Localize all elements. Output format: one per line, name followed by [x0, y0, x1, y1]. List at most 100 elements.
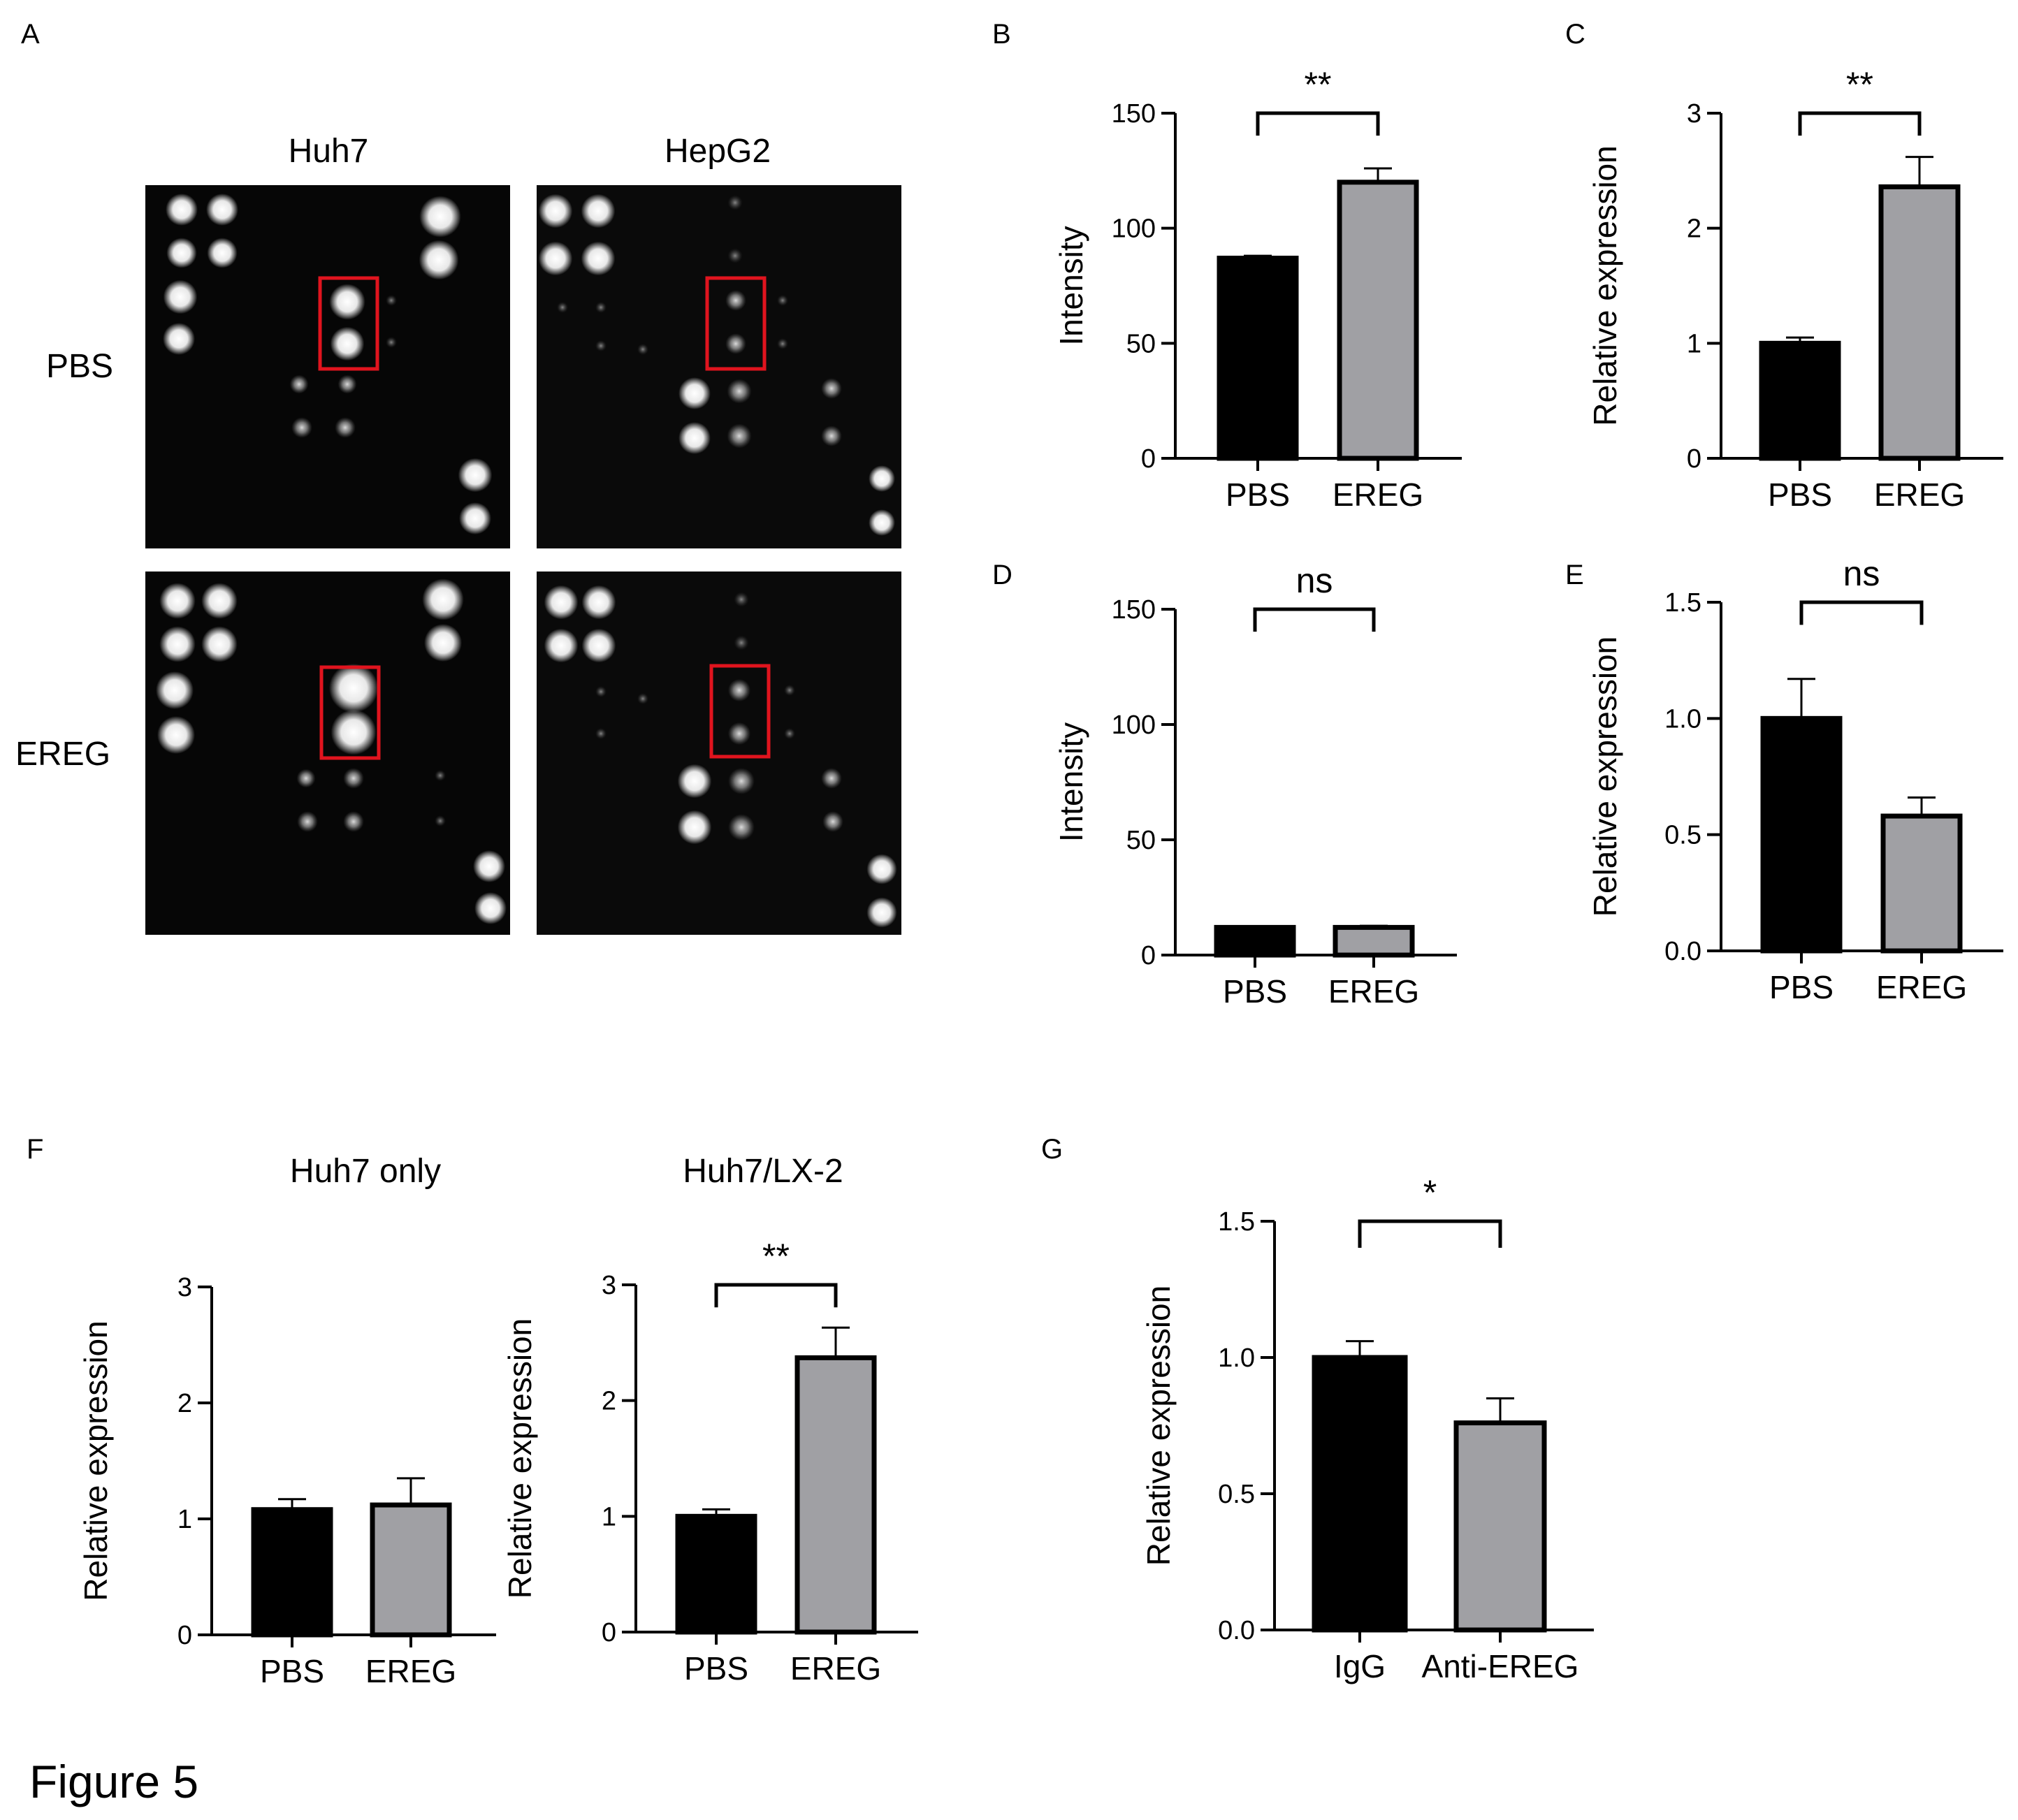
x-category-label: Anti-EREG: [1422, 1648, 1579, 1684]
significance-bracket: [1799, 600, 1924, 625]
bar-ereg: [1333, 924, 1415, 958]
bar-anti-ereg: [1453, 1420, 1547, 1633]
blot-spot: [734, 635, 749, 650]
blot-spot: [776, 337, 789, 350]
blot-spot: [869, 465, 895, 492]
blot-spot: [677, 810, 712, 845]
blot-highlight-box-hepg2-pbs: [705, 276, 767, 371]
y-tick-label: 1.0: [1218, 1344, 1255, 1373]
bar-pbs: [1759, 340, 1841, 461]
y-tick-label: 3: [602, 1271, 616, 1300]
significance-bracket: [714, 1283, 838, 1308]
chart-title: Huh7/LX-2: [683, 1153, 843, 1190]
blot-spot: [166, 194, 198, 226]
blot-spot: [434, 769, 447, 782]
y-tick-label: 0: [1141, 941, 1156, 970]
blot-highlight-box-huh7-pbs: [318, 276, 379, 371]
blot-row-label-pbs: PBS: [46, 348, 113, 385]
y-tick-label: 2: [602, 1387, 616, 1416]
blot-spot: [337, 374, 357, 394]
blot-spot: [677, 764, 712, 799]
y-axis-label: Intensity: [1053, 226, 1089, 345]
bar-pbs: [1217, 255, 1299, 461]
panel-label-d: D: [992, 560, 1012, 590]
blot-spot: [385, 336, 398, 349]
panel-label-f: F: [27, 1134, 43, 1165]
y-tick-label: 0.0: [1664, 937, 1701, 966]
x-category-label: PBS: [1769, 969, 1834, 1005]
blot-spot: [331, 709, 377, 755]
blot-spot: [166, 238, 197, 268]
blot-spot: [869, 509, 895, 536]
blot-spot: [822, 811, 843, 832]
y-tick-label: 0: [177, 1621, 192, 1650]
chart-c: 0 1 2 3 Relative expression PBS EREG **: [1587, 65, 2003, 513]
blot-spot: [727, 423, 752, 449]
blot-spot: [385, 294, 398, 307]
bar-igg: [1312, 1355, 1408, 1633]
chart-g: 0.0 0.5 1.0 1.5 Relative expression IgG Anti-E…: [1140, 1173, 1594, 1684]
blot-spot: [343, 768, 364, 789]
blot-spot: [424, 624, 462, 662]
y-tick-label: 0: [602, 1618, 616, 1647]
blot-spot: [328, 663, 379, 713]
blot-spot: [207, 238, 238, 268]
bar-pbs: [675, 1513, 757, 1635]
bar-ereg: [1880, 813, 1963, 954]
y-tick-label: 1.0: [1664, 704, 1701, 734]
panel-label-c: C: [1565, 19, 1585, 50]
blot-highlight-box-hepg2-ereg: [709, 664, 771, 759]
blot-spot: [343, 811, 364, 832]
chart-f2: Huh7/LX-2 0 1 2 3 Relative expression PBS EREG *…: [502, 1153, 918, 1687]
chart-title: Huh7 only: [290, 1153, 441, 1190]
blot-spot: [734, 592, 749, 607]
blot-spot: [419, 196, 461, 238]
y-tick-label: 3: [1687, 99, 1701, 129]
blot-spot: [595, 685, 607, 698]
blot-spot: [556, 301, 569, 314]
blot-spot: [335, 417, 356, 438]
blot-spot: [291, 417, 312, 438]
blot-spots: [156, 194, 897, 928]
blot-spot: [434, 815, 447, 827]
blot-spot: [201, 583, 238, 619]
blot-spot: [776, 294, 789, 307]
blot-spot: [330, 326, 365, 361]
blot-spot: [581, 241, 616, 276]
significance-bracket: [1256, 111, 1380, 136]
blot-spot: [783, 684, 796, 697]
y-axis-label: Intensity: [1053, 722, 1089, 842]
blot-panel: Huh7 HepG2 PBS EREG: [15, 133, 901, 935]
blot-spot: [297, 811, 318, 832]
blot-spot: [727, 722, 751, 745]
panel-label-a: A: [21, 19, 40, 50]
blot-spot: [163, 323, 195, 355]
bar-ereg: [1878, 184, 1961, 461]
blot-spot: [159, 626, 196, 662]
panel-label-b: B: [992, 19, 1011, 50]
x-category-label: PBS: [1223, 973, 1287, 1010]
y-tick-label: 1.5: [1664, 588, 1701, 618]
blot-spot: [163, 279, 198, 314]
blot-spot: [725, 290, 746, 311]
chart-d: 0 50 100 150 Intensity PBS EREG ns: [1053, 561, 1457, 1010]
blot-spot: [727, 678, 751, 702]
y-axis-label: Relative expression: [1587, 145, 1623, 425]
panel-label-e: E: [1565, 560, 1584, 590]
blot-spot: [637, 692, 649, 705]
y-tick-label: 100: [1112, 214, 1156, 244]
blot-spot: [544, 628, 579, 663]
blot-image-huh7-pbs: [145, 185, 510, 548]
blot-spot: [329, 284, 365, 320]
blot-spot: [159, 583, 196, 619]
blot-spot: [821, 768, 842, 789]
y-tick-label: 2: [1687, 214, 1701, 244]
y-axis-label: Relative expression: [78, 1320, 114, 1601]
x-category-label: PBS: [260, 1653, 324, 1689]
significance-bracket: [1798, 111, 1922, 136]
blot-spot: [538, 241, 573, 276]
significance-bracket: [1358, 1219, 1502, 1248]
y-tick-label: 100: [1112, 711, 1156, 740]
panel-label-g: G: [1041, 1134, 1063, 1165]
